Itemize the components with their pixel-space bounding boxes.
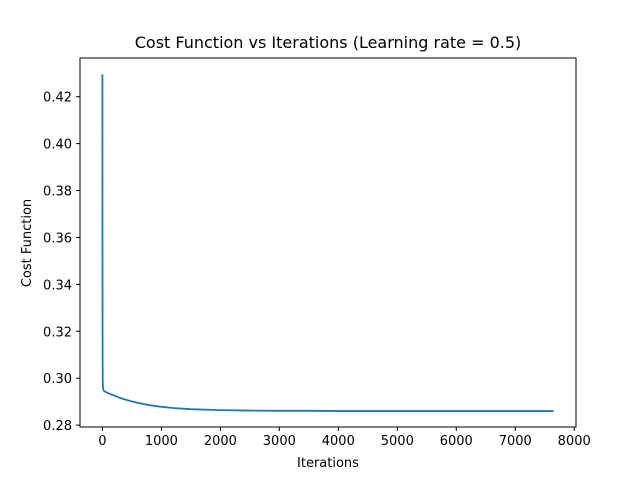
- plot-area: [101, 74, 554, 412]
- y-tick-label: 0.30: [43, 372, 72, 387]
- x-tick-label: 0: [98, 434, 106, 449]
- y-tick-label: 0.40: [43, 138, 72, 153]
- y-tick-label: 0.34: [43, 278, 72, 293]
- y-tick-label: 0.28: [43, 419, 72, 434]
- x-tick-label: 1000: [145, 434, 178, 449]
- y-tick-label: 0.42: [43, 91, 72, 106]
- x-axis: 0 1000 2000 3000 4000 5000 6000 7000 8000: [98, 427, 591, 449]
- chart-title: Cost Function vs Iterations (Learning ra…: [135, 33, 522, 52]
- y-tick-label: 0.38: [43, 185, 72, 200]
- y-axis-label: Cost Function: [20, 199, 35, 287]
- x-axis-label: Iterations: [297, 456, 359, 471]
- series-line: [101, 74, 554, 412]
- y-tick-label: 0.36: [43, 231, 72, 246]
- x-tick-label: 6000: [440, 434, 473, 449]
- y-axis: 0.28 0.30 0.32 0.34 0.36 0.38 0.40 0.42: [43, 91, 80, 434]
- x-tick-label: 4000: [322, 434, 355, 449]
- x-tick-label: 3000: [263, 434, 296, 449]
- y-tick-label: 0.32: [43, 325, 72, 340]
- x-tick-label: 7000: [499, 434, 532, 449]
- x-tick-label: 8000: [558, 434, 591, 449]
- x-tick-label: 2000: [204, 434, 237, 449]
- x-tick-label: 5000: [381, 434, 414, 449]
- plot-frame: [79, 57, 577, 428]
